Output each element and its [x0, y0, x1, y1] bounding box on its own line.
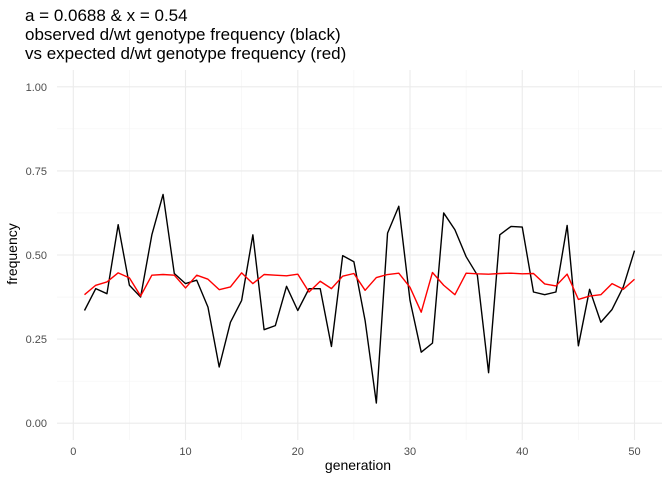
x-tick-label: 10 [179, 446, 191, 458]
y-tick-label: 1.00 [26, 82, 47, 94]
observed-frequency-line [83, 193, 636, 404]
x-tick-label: 40 [516, 446, 528, 458]
y-tick-label: 0.75 [26, 166, 47, 178]
major-gridlines [57, 70, 662, 440]
chart-title: a = 0.0688 & x = 0.54 observed d/wt geno… [25, 6, 346, 63]
series-lines [83, 193, 636, 404]
y-axis-ticks: 0.00 0.25 0.50 0.75 1.00 [26, 82, 47, 430]
x-tick-label: 50 [628, 446, 640, 458]
y-tick-label: 0.25 [26, 334, 47, 346]
title-line-3: vs expected d/wt genotype frequency (red… [25, 44, 346, 63]
x-axis-ticks: 0 10 20 30 40 50 [70, 446, 640, 458]
x-tick-label: 30 [404, 446, 416, 458]
y-tick-label: 0.50 [26, 250, 47, 262]
title-line-2: observed d/wt genotype frequency (black) [25, 25, 341, 44]
title-line-1: a = 0.0688 & x = 0.54 [25, 6, 188, 25]
expected-frequency-line [84, 271, 635, 313]
y-tick-label: 0.00 [26, 418, 47, 430]
x-tick-label: 0 [70, 446, 76, 458]
x-tick-label: 20 [292, 446, 304, 458]
x-axis-title: generation [325, 457, 391, 473]
y-axis-title: frequency [4, 223, 20, 284]
